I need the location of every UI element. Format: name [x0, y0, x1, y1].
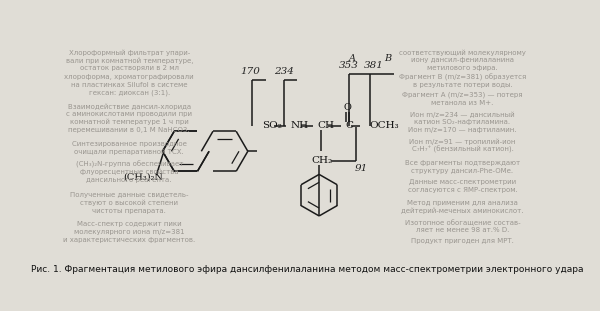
Text: катион SO₂-нафтиламина.: катион SO₂-нафтиламина.: [415, 119, 511, 125]
Text: CH₂: CH₂: [311, 156, 332, 165]
Text: на пластинках Silufol в системе: на пластинках Silufol в системе: [71, 82, 187, 88]
Text: перемешивании в 0,1 М NaHCO3.: перемешивании в 0,1 М NaHCO3.: [68, 127, 190, 133]
Text: иону дансил-фенилаланина: иону дансил-фенилаланина: [411, 58, 514, 63]
Text: ствуют о высокой степени: ствуют о высокой степени: [80, 200, 178, 206]
Text: (CH₃)₂N: (CH₃)₂N: [123, 173, 163, 182]
Text: (CH₃)₂N-группа обеспечивает: (CH₃)₂N-группа обеспечивает: [76, 161, 183, 168]
Text: хлороформа, хроматографировали: хлороформа, хроматографировали: [64, 74, 194, 80]
Text: чистоты препарата.: чистоты препарата.: [92, 207, 166, 214]
Text: Хлороформный фильтрат упари-: Хлороформный фильтрат упари-: [68, 49, 190, 56]
Text: Данные масс-спектрометрии: Данные масс-спектрометрии: [409, 179, 516, 185]
Text: SO₂: SO₂: [263, 121, 283, 130]
Text: комнатной температуре 1 ч при: комнатной температуре 1 ч при: [70, 119, 188, 125]
Text: Фрагмент B (m/z=381) образуется: Фрагмент B (m/z=381) образуется: [399, 74, 526, 81]
Text: CH: CH: [317, 121, 335, 130]
Text: Синтезированное производное: Синтезированное производное: [72, 141, 187, 146]
Text: OCH₃: OCH₃: [370, 121, 399, 130]
Text: молекулярного иона m/z=381: молекулярного иона m/z=381: [74, 229, 185, 235]
Text: гексан: диоксан (3:1).: гексан: диоксан (3:1).: [89, 90, 170, 96]
Text: 381: 381: [364, 61, 383, 70]
Text: метилового эфира.: метилового эфира.: [427, 65, 498, 71]
Text: A: A: [349, 53, 356, 63]
Text: Ион m/z=170 — нафтиламин.: Ион m/z=170 — нафтиламин.: [408, 127, 517, 133]
Text: Фрагмент A (m/z=353) — потеря: Фрагмент A (m/z=353) — потеря: [402, 92, 523, 98]
Text: дансильного реагента.: дансильного реагента.: [86, 177, 172, 183]
Text: с аминокислотами проводили при: с аминокислотами проводили при: [66, 111, 192, 117]
Text: метанола из M+.: метанола из M+.: [431, 100, 494, 106]
Text: 353: 353: [338, 61, 359, 70]
Text: 170: 170: [240, 67, 260, 77]
Text: B: B: [384, 53, 391, 63]
Text: Масс-спектр содержит пики: Масс-спектр содержит пики: [77, 221, 182, 227]
Text: в результате потери воды.: в результате потери воды.: [413, 82, 512, 88]
Text: Продукт пригоден для МРТ.: Продукт пригоден для МРТ.: [411, 238, 514, 244]
Text: Полученные данные свидетель-: Полученные данные свидетель-: [70, 192, 188, 198]
Text: дейтерий-меченых аминокислот.: дейтерий-меченых аминокислот.: [401, 207, 524, 214]
Text: ляет не менее 98 ат.% D.: ляет не менее 98 ат.% D.: [416, 227, 509, 233]
Text: C: C: [346, 121, 353, 130]
Text: остаток растворяли в 2 мл: остаток растворяли в 2 мл: [80, 65, 179, 71]
Text: C₇H₇⁺ (бензильный катион).: C₇H₇⁺ (бензильный катион).: [412, 145, 514, 153]
Text: Ион m/z=91 — тропилий-ион: Ион m/z=91 — тропилий-ион: [409, 138, 515, 145]
Text: Рис. 1. Фрагментация метилового эфира дансилфенилаланина методом масс-спектромет: Рис. 1. Фрагментация метилового эфира да…: [31, 265, 584, 274]
Text: Все фрагменты подтверждают: Все фрагменты подтверждают: [405, 160, 520, 166]
Text: 234: 234: [274, 67, 294, 77]
Text: O: O: [344, 103, 352, 112]
Text: и характеристических фрагментов.: и характеристических фрагментов.: [63, 237, 196, 243]
Text: вали при комнатной температуре,: вали при комнатной температуре,: [65, 57, 193, 64]
Text: согласуются с ЯМР-спектром.: согласуются с ЯМР-спектром.: [407, 187, 517, 193]
Text: Взаимодействие дансил-хлорида: Взаимодействие дансил-хлорида: [68, 103, 191, 110]
Text: NH: NH: [290, 121, 308, 130]
Text: 91: 91: [355, 164, 368, 173]
Text: структуру дансил-Phe-OMe.: структуру дансил-Phe-OMe.: [412, 168, 514, 174]
Text: Метод применим для анализа: Метод применим для анализа: [407, 200, 518, 206]
Text: соответствующий молекулярному: соответствующий молекулярному: [399, 49, 526, 56]
Text: Изотопное обогащение состав-: Изотопное обогащение состав-: [404, 219, 520, 225]
Text: очищали препаративной ТСХ.: очищали препаративной ТСХ.: [74, 148, 184, 155]
Text: Ион m/z=234 — дансильный: Ион m/z=234 — дансильный: [410, 111, 515, 118]
Text: флуоресцентные свойства: флуоресцентные свойства: [80, 169, 179, 175]
